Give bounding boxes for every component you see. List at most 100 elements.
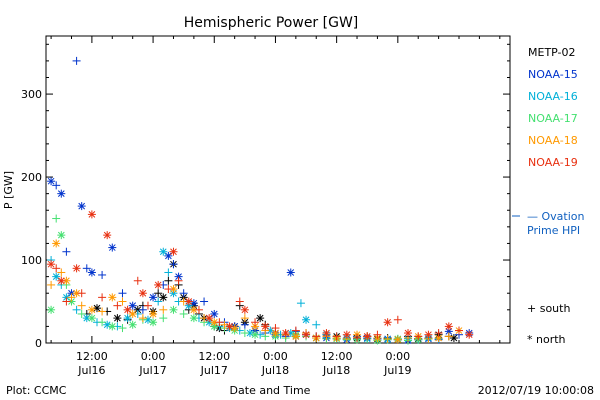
y-tick-label: 100 bbox=[21, 254, 42, 267]
legend-metp02: METP-02 bbox=[528, 46, 576, 59]
marker-noaa-19-south bbox=[113, 301, 122, 310]
marker-noaa-19-south bbox=[332, 332, 341, 341]
marker-noaa-18-south bbox=[47, 280, 56, 289]
marker-noaa-17-south bbox=[98, 318, 107, 327]
x-tick-label-time: 12:00 bbox=[321, 350, 353, 363]
marker-noaa-19-north bbox=[138, 289, 147, 298]
marker-noaa-19-north bbox=[342, 330, 351, 339]
legend-north: * north bbox=[527, 333, 566, 346]
marker-noaa-17-north bbox=[87, 314, 96, 323]
x-axis: 12:00Jul160:00Jul1712:00Jul170:00Jul1812… bbox=[50, 36, 501, 377]
x-tick-label-date: Jul18 bbox=[322, 364, 350, 377]
marker-noaa-15-north bbox=[87, 268, 96, 277]
x-tick-label-time: 0:00 bbox=[263, 350, 288, 363]
legend-noaa19: NOAA-19 bbox=[528, 156, 578, 169]
marker-noaa-15-south bbox=[98, 270, 107, 279]
marker-noaa-15-south bbox=[169, 260, 178, 269]
marker-noaa-15-south bbox=[200, 297, 209, 306]
marker-noaa-19-north bbox=[47, 260, 56, 269]
marker-metp-02-north bbox=[159, 293, 168, 302]
marker-noaa-17-north bbox=[169, 305, 178, 314]
footer-credit: Plot: CCMC bbox=[6, 384, 67, 397]
marker-noaa-19-north bbox=[383, 318, 392, 327]
marker-noaa-15-south bbox=[179, 289, 188, 298]
marker-noaa-15-north bbox=[164, 251, 173, 260]
marker-noaa-19-north bbox=[404, 329, 413, 338]
x-axis-label: Date and Time bbox=[230, 384, 311, 397]
marker-noaa-19-north bbox=[225, 322, 234, 331]
marker-noaa-19-north bbox=[281, 329, 290, 338]
marker-noaa-17-south bbox=[118, 324, 127, 333]
marker-noaa-18-north bbox=[52, 239, 61, 248]
marker-noaa-17-north bbox=[189, 314, 198, 323]
marker-noaa-19-south bbox=[235, 297, 244, 306]
marker-noaa-17-north bbox=[149, 318, 158, 327]
chart-title: Hemispheric Power [GW] bbox=[184, 15, 359, 31]
marker-noaa-16-south bbox=[312, 320, 321, 329]
marker-noaa-18-south bbox=[98, 307, 107, 316]
plot-frame bbox=[45, 35, 511, 344]
marker-noaa-17-north bbox=[251, 330, 260, 339]
marker-noaa-16-north bbox=[302, 315, 311, 324]
marker-noaa-18-south bbox=[57, 268, 66, 277]
marker-noaa-15-south bbox=[82, 264, 91, 273]
marker-noaa-15-north bbox=[286, 268, 295, 277]
y-tick-label: 0 bbox=[35, 337, 42, 350]
marker-noaa-19-south bbox=[62, 297, 71, 306]
marker-noaa-18-south bbox=[77, 301, 86, 310]
marker-noaa-19-north bbox=[240, 305, 249, 314]
x-tick-label-date: Jul18 bbox=[261, 364, 289, 377]
marker-noaa-19-south bbox=[373, 330, 382, 339]
marker-noaa-19-north bbox=[205, 314, 214, 323]
marker-noaa-15-south bbox=[72, 56, 81, 65]
marker-noaa-19-north bbox=[154, 280, 163, 289]
legend-noaa17: NOAA-17 bbox=[528, 112, 578, 125]
marker-noaa-19-south bbox=[164, 285, 173, 294]
x-tick-label-date: Jul17 bbox=[138, 364, 166, 377]
marker-noaa-17-south bbox=[77, 309, 86, 318]
marker-noaa-16-north bbox=[123, 314, 132, 323]
legend-south: + south bbox=[527, 302, 570, 315]
marker-noaa-19-south bbox=[143, 301, 152, 310]
marker-noaa-15-south bbox=[138, 305, 147, 314]
marker-noaa-19-north bbox=[363, 332, 372, 341]
marker-noaa-17-south bbox=[159, 314, 168, 323]
legend-noaa16: NOAA-16 bbox=[528, 90, 578, 103]
x-tick-label-date: Jul16 bbox=[77, 364, 105, 377]
marker-noaa-15-north bbox=[47, 177, 56, 186]
marker-noaa-18-south bbox=[159, 305, 168, 314]
marker-noaa-16-north bbox=[159, 247, 168, 256]
marker-noaa-19-south bbox=[312, 332, 321, 341]
legend: METP-02 NOAA-15 NOAA-16 NOAA-17 NOAA-18 … bbox=[512, 46, 585, 346]
marker-noaa-19-south bbox=[434, 329, 443, 338]
data-markers bbox=[47, 56, 474, 345]
marker-noaa-17-north bbox=[108, 322, 117, 331]
x-tick-label-date: Jul17 bbox=[200, 364, 228, 377]
marker-metp-02-north bbox=[113, 314, 122, 323]
marker-noaa-19-south bbox=[194, 305, 203, 314]
x-tick-label-date: Jul19 bbox=[383, 364, 411, 377]
marker-noaa-16-north bbox=[52, 272, 61, 281]
marker-noaa-19-south bbox=[174, 276, 183, 285]
marker-noaa-17-south bbox=[179, 309, 188, 318]
marker-metp-02-south bbox=[154, 289, 163, 298]
marker-noaa-19-south bbox=[98, 293, 107, 302]
marker-noaa-18-north bbox=[87, 305, 96, 314]
marker-noaa-18-north bbox=[169, 285, 178, 294]
marker-noaa-19-north bbox=[57, 276, 66, 285]
marker-noaa-15-south bbox=[52, 181, 61, 190]
marker-noaa-19-north bbox=[72, 264, 81, 273]
marker-noaa-15-north bbox=[77, 202, 86, 211]
marker-noaa-15-north bbox=[57, 189, 66, 198]
marker-noaa-18-south bbox=[444, 332, 453, 341]
marker-noaa-15-north bbox=[149, 293, 158, 302]
marker-noaa-17-south bbox=[240, 329, 249, 338]
x-tick-label-time: 12:00 bbox=[198, 350, 230, 363]
legend-noaa15: NOAA-15 bbox=[528, 68, 578, 81]
marker-noaa-18-north bbox=[149, 309, 158, 318]
marker-noaa-16-south bbox=[164, 268, 173, 277]
marker-noaa-19-north bbox=[103, 231, 112, 240]
marker-noaa-18-south bbox=[138, 314, 147, 323]
marker-noaa-18-south bbox=[220, 320, 229, 329]
